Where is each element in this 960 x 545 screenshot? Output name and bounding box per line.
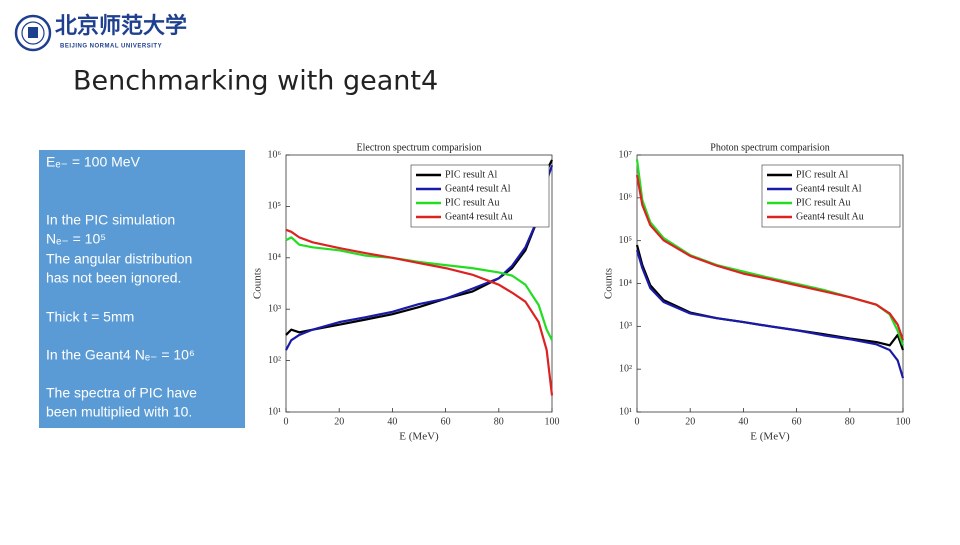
y-tick-label: 10² — [268, 355, 281, 366]
y-tick-label: 10³ — [268, 303, 281, 314]
legend-label: Geant4 result Al — [796, 183, 862, 194]
y-tick-label: 10² — [619, 363, 632, 374]
data-line — [285, 164, 554, 351]
y-tick-label: 10⁶ — [619, 192, 633, 203]
chart: Electron spectrum comparision E (MeV) Coun… — [252, 142, 560, 442]
y-tick-label: 10⁵ — [619, 235, 633, 246]
x-tick-label: 60 — [441, 416, 451, 427]
x-tick-label: 40 — [387, 416, 397, 427]
info-line: been multiplied with 10. — [46, 404, 192, 420]
x-tick-label: 100 — [896, 416, 911, 427]
y-tick-label: 10⁷ — [619, 149, 633, 160]
logo-emblem — [28, 27, 38, 38]
y-axis-label: Counts — [603, 268, 615, 299]
legend-label: Geant4 result Au — [796, 211, 864, 222]
x-tick-label: 0 — [635, 416, 640, 427]
y-tick-label: 10⁵ — [268, 201, 282, 212]
x-tick-label: 20 — [685, 416, 695, 427]
y-tick-label: 10⁴ — [268, 252, 282, 263]
x-tick-label: 20 — [334, 416, 344, 427]
x-tick-label: 80 — [494, 416, 504, 427]
chart-title: Photon spectrum comparision — [710, 142, 829, 153]
x-axis-label: E (MeV) — [750, 431, 790, 443]
info-line: Thick t = 5mm — [46, 309, 134, 325]
chart: Photon spectrum comparision E (MeV) Counts… — [603, 142, 911, 442]
legend-label: PIC result Al — [445, 169, 497, 180]
info-box — [39, 150, 245, 428]
slide-title: Benchmarking with geant4 — [73, 66, 438, 97]
y-axis-label: Counts — [252, 268, 264, 299]
y-tick-label: 10³ — [619, 321, 632, 332]
logo-inner-ring — [21, 21, 45, 45]
info-line: The angular distribution — [46, 251, 192, 267]
legend-label: Geant4 result Al — [445, 183, 511, 194]
university-cn: 北京师范大学 — [55, 13, 187, 39]
y-tick-label: 10⁴ — [619, 278, 633, 289]
university-en: BEIJING NORMAL UNIVERSITY — [60, 44, 162, 50]
x-axis-label: E (MeV) — [399, 431, 439, 443]
x-tick-label: 0 — [284, 416, 289, 427]
data-line — [285, 228, 554, 396]
data-line — [285, 236, 553, 341]
x-tick-label: 40 — [738, 416, 748, 427]
logo-ring — [14, 14, 52, 52]
info-line: In the Geant4 Nₑ₋ = 10⁶ — [46, 347, 195, 363]
y-tick-label: 10¹ — [619, 406, 632, 417]
info-line: The spectra of PIC have — [46, 385, 197, 401]
legend-label: PIC result Au — [796, 197, 850, 208]
data-line — [635, 249, 905, 379]
legend-label: PIC result Au — [445, 197, 499, 208]
logo — [14, 14, 52, 52]
data-line — [635, 174, 905, 341]
x-tick-label: 60 — [792, 416, 802, 427]
info-line: Nₑ₋ = 10⁵ — [46, 231, 106, 247]
x-tick-label: 80 — [845, 416, 855, 427]
x-tick-label: 100 — [545, 416, 560, 427]
legend-label: PIC result Al — [796, 169, 848, 180]
info-line: In the PIC simulation — [46, 212, 175, 228]
y-tick-label: 10⁶ — [268, 149, 282, 160]
info-line: Eₑ₋ = 100 MeV — [46, 154, 141, 170]
y-tick-label: 10¹ — [268, 406, 281, 417]
legend-label: Geant4 result Au — [445, 211, 513, 222]
chart-title: Electron spectrum comparision — [357, 142, 482, 153]
info-line: has not been ignored. — [46, 270, 181, 286]
